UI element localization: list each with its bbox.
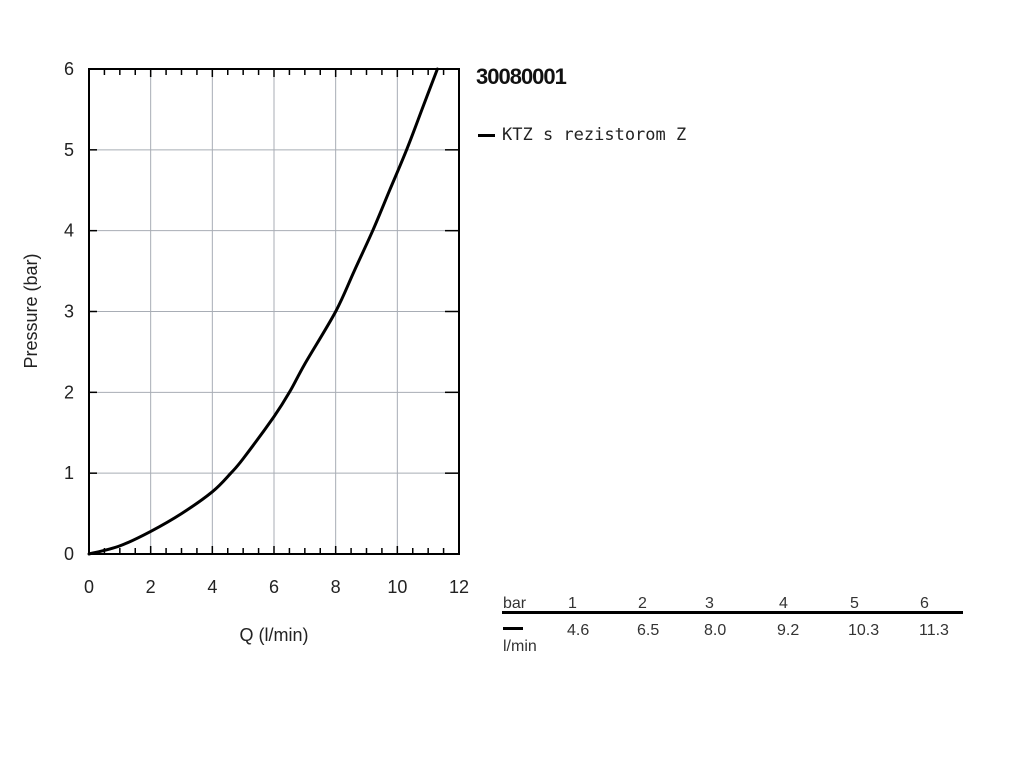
table-flow-value: 4.6 — [567, 622, 590, 639]
legend-swatch — [478, 133, 495, 137]
table-row-label-bar: bar — [503, 595, 527, 612]
x-tick-label: 4 — [207, 577, 217, 597]
table-bar-value: 3 — [705, 595, 714, 612]
y-tick-labels: 0 1 2 3 4 5 6 — [64, 59, 74, 564]
table-bar-value: 6 — [920, 595, 929, 612]
x-tick-label: 8 — [331, 577, 341, 597]
table-flow-value: 11.3 — [919, 622, 949, 639]
data-table: bar 1 2 3 4 5 6 4.6 6.5 8.0 9.2 10.3 11.… — [502, 592, 964, 662]
table-row-label-flow: l/min — [503, 638, 537, 655]
table-divider — [502, 611, 963, 614]
y-tick-label: 6 — [64, 59, 74, 79]
table-bar-value: 5 — [850, 595, 859, 612]
table-series-marker — [503, 627, 523, 630]
y-tick-label: 0 — [64, 544, 74, 564]
chart-title: 30080001 — [476, 64, 567, 89]
x-tick-label: 0 — [84, 577, 94, 597]
table-bar-value: 2 — [638, 595, 647, 612]
table-flow-value: 6.5 — [637, 622, 660, 639]
table-flow-value: 9.2 — [777, 622, 800, 639]
y-tick-label: 3 — [64, 302, 74, 322]
y-tick-label: 5 — [64, 140, 74, 160]
table-flow-value: 10.3 — [848, 622, 880, 639]
y-tick-label: 4 — [64, 221, 74, 241]
x-tick-labels: 0 2 4 6 8 10 12 — [84, 577, 469, 597]
y-axis-label: Pressure (bar) — [21, 253, 41, 368]
x-tick-label: 12 — [449, 577, 469, 597]
x-tick-label: 2 — [146, 577, 156, 597]
y-tick-label: 1 — [64, 463, 74, 483]
series-line-ktz — [87, 67, 439, 556]
table-flow-value: 8.0 — [704, 622, 727, 639]
y-tick-label: 2 — [64, 382, 74, 402]
x-tick-label: 6 — [269, 577, 279, 597]
x-tick-label: 10 — [387, 577, 407, 597]
legend: KTZ s rezistorom Z — [478, 124, 686, 146]
x-axis-label: Q (l/min) — [240, 625, 309, 645]
plot-frame — [88, 68, 460, 555]
legend-label: KTZ s rezistorom Z — [502, 125, 687, 145]
grid-lines — [89, 69, 459, 554]
table-bar-value: 4 — [779, 595, 788, 612]
table-bar-value: 1 — [568, 595, 577, 612]
